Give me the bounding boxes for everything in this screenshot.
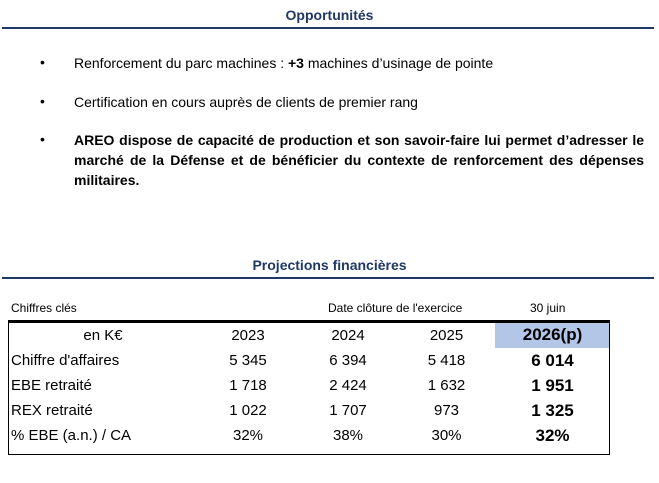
year-2025: 2025	[429, 326, 464, 344]
bullet-item-machines: Renforcement du parc machines : +3 machi…	[74, 55, 494, 71]
key-figures-label: Chiffres clés	[11, 301, 77, 315]
table-row: Chiffre d'affaires 5 345 6 394 5 418 6 0…	[8, 348, 610, 373]
financial-table: en K€ 2023 2024 2025 2026(p) Chiffre d'a…	[8, 322, 610, 448]
bullet-1: •	[40, 54, 45, 70]
bullet-item-certification: Certification en cours auprès de clients…	[74, 94, 418, 110]
cell: 1 022	[229, 402, 267, 419]
cell: 38%	[332, 427, 364, 444]
row-label: REX retraité	[11, 402, 93, 419]
closing-date-label: Date clôture de l'exercice	[328, 301, 463, 315]
opportunities-title: Opportunités	[285, 7, 374, 23]
bullet-3: •	[40, 131, 45, 147]
bullet-2: •	[40, 93, 45, 109]
year-2024: 2024	[331, 326, 365, 344]
cell: 2 424	[329, 377, 367, 394]
opportunities-rule	[2, 27, 654, 29]
cell: 32%	[232, 427, 264, 444]
unit-cell: en K€	[83, 326, 123, 344]
row-label: % EBE (a.n.) / CA	[11, 427, 132, 444]
closing-date-value: 30 juin	[530, 301, 566, 315]
table-top-border	[8, 320, 610, 322]
year-2023: 2023	[231, 326, 265, 344]
cell: 5 345	[229, 352, 267, 369]
year-2026p: 2026(p)	[495, 322, 610, 348]
table-row: % EBE (a.n.) / CA 32% 38% 30% 32%	[8, 423, 610, 448]
row-label: EBE retraité	[11, 377, 92, 394]
cell: 1 707	[329, 402, 367, 419]
cell: 973	[433, 402, 460, 419]
cell: 30%	[431, 427, 462, 444]
table-row: EBE retraité 1 718 2 424 1 632 1 951	[8, 373, 610, 398]
cell-projection: 1 951	[531, 375, 574, 395]
cell: 1 718	[229, 377, 267, 394]
projections-title: Projections financières	[252, 257, 407, 273]
table-row: REX retraité 1 022 1 707 973 1 325	[8, 398, 610, 423]
cell: 1 632	[427, 377, 466, 394]
table-header-row: en K€ 2023 2024 2025 2026(p)	[8, 322, 610, 348]
cell-projection: 6 014	[531, 350, 574, 370]
cell-projection: 32%	[535, 425, 570, 445]
cell: 5 418	[427, 352, 466, 369]
cell: 6 394	[329, 352, 367, 369]
row-label: Chiffre d'affaires	[11, 352, 120, 369]
bullet-item-areo: AREO dispose de capacité de production e…	[74, 132, 644, 188]
projections-rule	[2, 277, 654, 279]
cell-projection: 1 325	[531, 400, 574, 420]
